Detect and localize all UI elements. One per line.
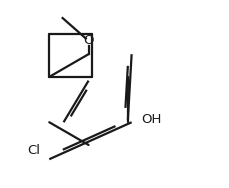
Text: O: O [83,34,94,47]
Text: Cl: Cl [27,144,41,157]
Text: OH: OH [141,112,162,126]
